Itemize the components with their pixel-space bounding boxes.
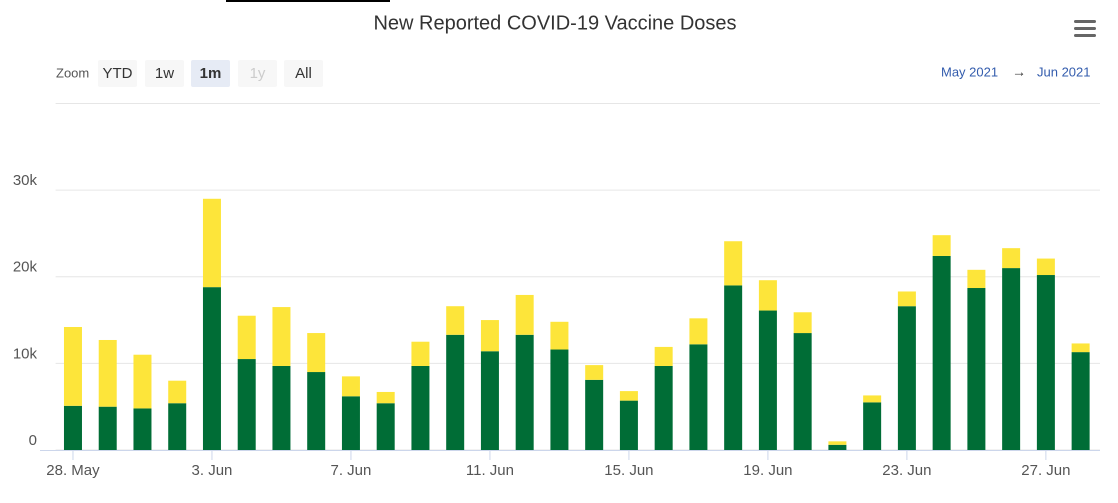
bar-segment xyxy=(1071,343,1090,353)
bar-segment xyxy=(133,354,152,409)
bar-segment xyxy=(1002,248,1021,269)
bar-segment xyxy=(897,291,916,307)
bar-segment xyxy=(654,346,673,366)
zoom-button[interactable] xyxy=(284,60,323,87)
bar-segment xyxy=(619,391,638,401)
x-tick-label: 27. Jun xyxy=(1021,462,1070,479)
date-to[interactable]: Jun 2021 xyxy=(1037,64,1091,79)
bar-segment xyxy=(758,280,777,311)
bar-segment xyxy=(793,333,812,450)
bar-segment xyxy=(446,306,465,335)
x-tick-label: 15. Jun xyxy=(604,462,653,479)
bar-segment xyxy=(1036,275,1055,450)
bar-segment xyxy=(1036,258,1055,276)
bar-segment xyxy=(202,287,221,450)
zoom-button-label[interactable]: All xyxy=(295,65,312,82)
bar-segment xyxy=(237,315,256,360)
bar-segment xyxy=(793,312,812,334)
date-arrow: → xyxy=(1012,64,1026,80)
bar-segment xyxy=(863,402,882,450)
bar-segment xyxy=(828,441,847,445)
x-tick-label: 23. Jun xyxy=(882,462,931,479)
menu-bar xyxy=(1074,34,1096,37)
bar-segment xyxy=(1002,268,1021,450)
bar-segment xyxy=(63,405,82,450)
zoom-label: Zoom xyxy=(56,65,89,80)
bar-segment xyxy=(828,444,847,450)
bar-segment xyxy=(480,351,499,450)
bar-segment xyxy=(724,241,743,286)
bar-segment xyxy=(307,372,326,450)
bar-segment xyxy=(1071,352,1090,450)
y-tick-label: 30k xyxy=(13,172,38,189)
top-bar xyxy=(226,0,390,2)
bar-segment xyxy=(98,339,117,407)
y-tick-label: 20k xyxy=(13,259,38,276)
x-tick-label: 11. Jun xyxy=(466,462,514,479)
bar-segment xyxy=(550,349,569,450)
bar-segment xyxy=(689,318,708,345)
y-tick-label: 0 xyxy=(29,432,37,449)
x-tick-label: 28. May xyxy=(46,462,100,479)
zoom-button-label[interactable]: YTD xyxy=(103,65,133,82)
bar-segment xyxy=(863,395,882,403)
zoom-button-label[interactable]: 1m xyxy=(200,65,222,82)
date-from[interactable]: May 2021 xyxy=(941,64,998,79)
bar-segment xyxy=(585,379,604,450)
bar-segment xyxy=(932,235,951,256)
bar-segment xyxy=(480,320,499,352)
bar-segment xyxy=(550,321,569,350)
bar-segment xyxy=(446,334,465,450)
bar-segment xyxy=(897,306,916,450)
x-tick-label: 3. Jun xyxy=(192,462,233,479)
bar-segment xyxy=(307,333,326,373)
zoom-button[interactable] xyxy=(145,60,184,87)
zoom-button[interactable] xyxy=(98,60,137,87)
bar-segment xyxy=(168,380,187,404)
bar-segment xyxy=(98,406,117,450)
bar-segment xyxy=(376,403,395,450)
bar-segment xyxy=(411,341,430,366)
menu-bar xyxy=(1074,20,1096,23)
chart-title: New Reported COVID-19 Vaccine Doses xyxy=(373,12,736,34)
bar-segment xyxy=(376,391,395,404)
bar-segment xyxy=(654,365,673,450)
bar-segment xyxy=(272,307,291,366)
menu-bar xyxy=(1074,27,1096,30)
bar-segment xyxy=(967,269,986,289)
zoom-button xyxy=(238,60,277,87)
bar-segment xyxy=(202,198,221,288)
x-tick-label: 7. Jun xyxy=(331,462,372,479)
bar-segment xyxy=(63,326,82,406)
bar-segment xyxy=(967,288,986,450)
y-tick-label: 10k xyxy=(13,345,38,362)
bar-segment xyxy=(341,376,360,397)
bar-segment xyxy=(411,365,430,450)
bar-segment xyxy=(724,285,743,450)
bar-segment xyxy=(515,294,534,335)
zoom-button-label: 1y xyxy=(250,65,266,82)
bar-segment xyxy=(237,359,256,450)
bar-segment xyxy=(133,408,152,450)
bar-segment xyxy=(341,396,360,450)
bar-segment xyxy=(168,403,187,450)
bar-segment xyxy=(619,400,638,450)
menu-button[interactable] xyxy=(1074,20,1096,37)
zoom-button[interactable] xyxy=(191,60,230,87)
zoom-button-label[interactable]: 1w xyxy=(155,65,174,82)
bar-segment xyxy=(585,365,604,380)
bar-segment xyxy=(272,365,291,450)
bar-segment xyxy=(689,344,708,450)
bar-segment xyxy=(758,310,777,450)
bar-segment xyxy=(932,255,951,450)
x-tick-label: 19. Jun xyxy=(743,462,792,479)
bar-segment xyxy=(515,334,534,450)
